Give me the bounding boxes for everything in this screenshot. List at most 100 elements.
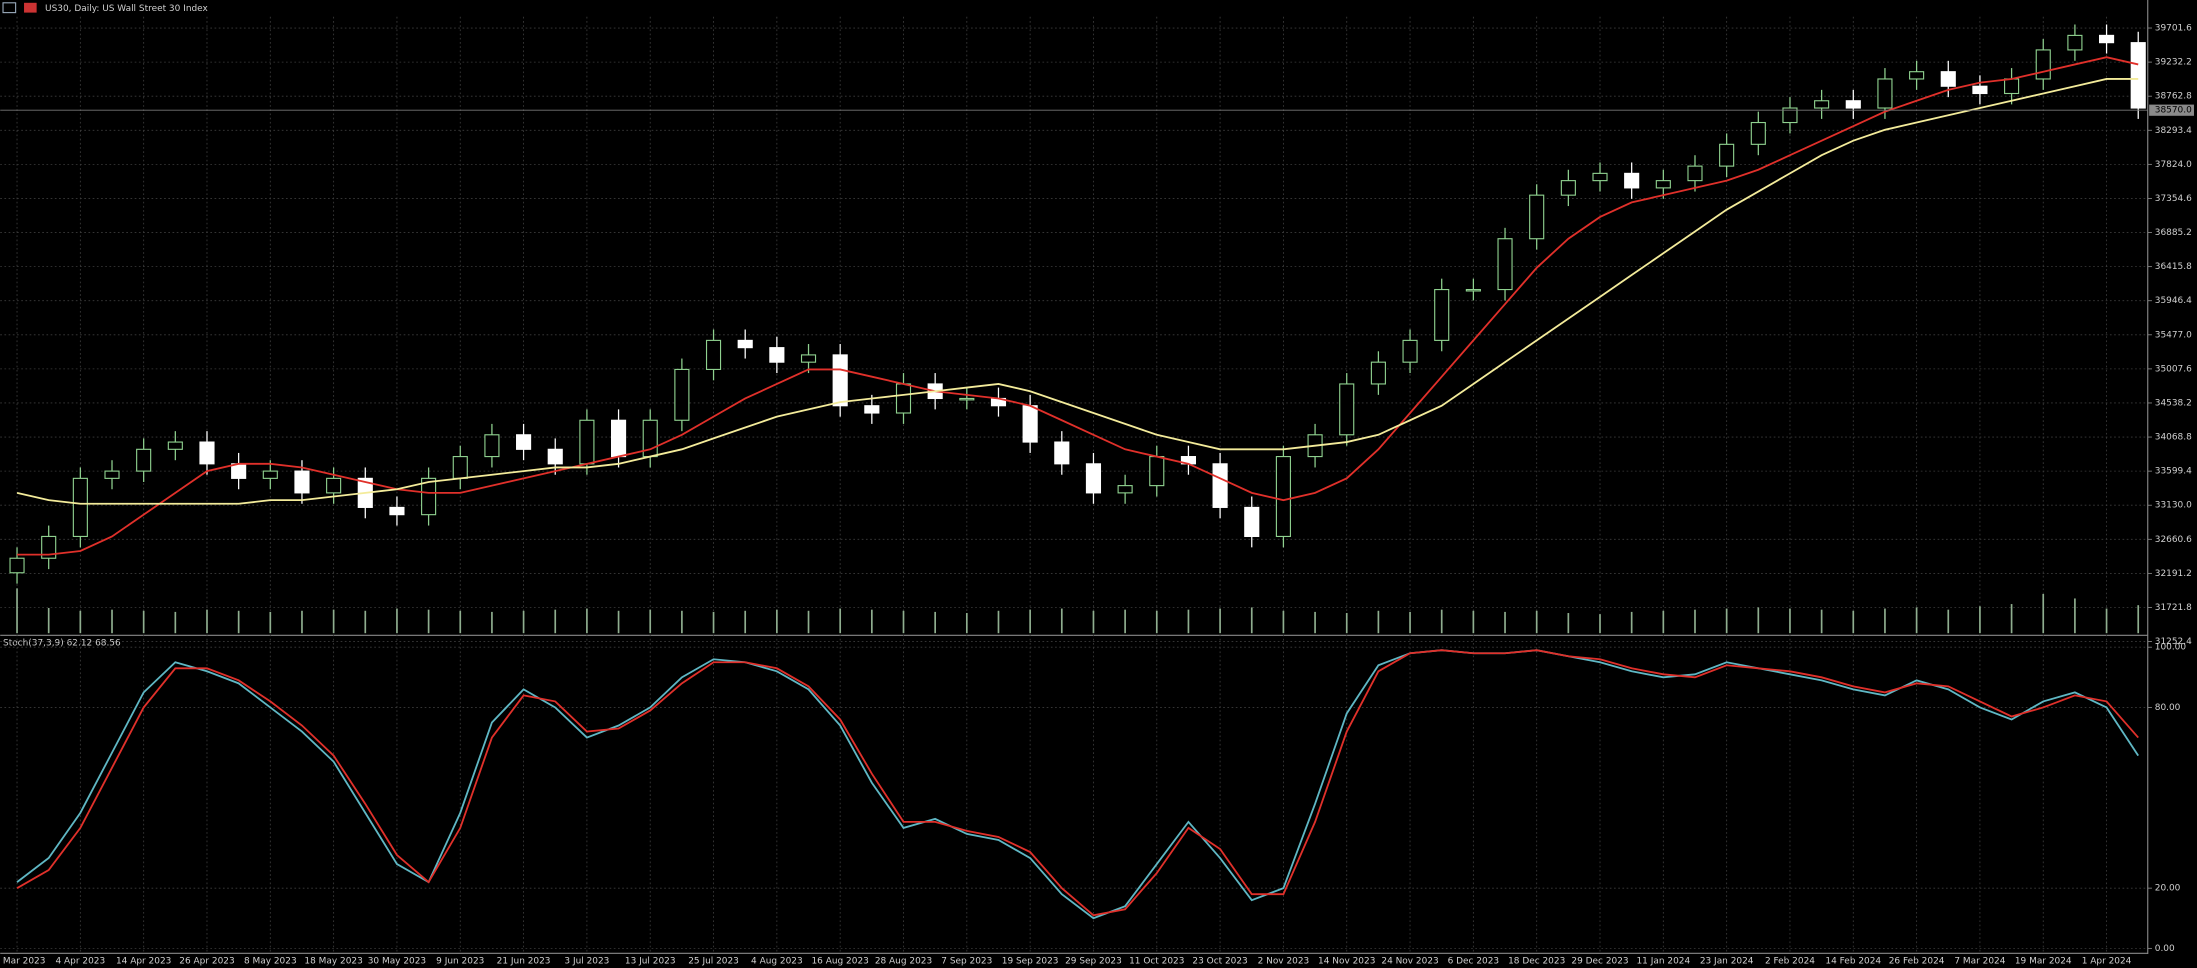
x-tick-label: 9 Jun 2023 <box>436 956 484 966</box>
y-tick-label: 31252.4 <box>2155 637 2192 647</box>
candle-body <box>231 463 247 479</box>
y-tick-label: 39701.6 <box>2155 24 2192 34</box>
candle-body <box>41 535 57 559</box>
x-tick-label: 24 Nov 2023 <box>1381 956 1438 966</box>
candle-body <box>1529 194 1545 240</box>
candle-body <box>1845 100 1861 109</box>
candle-body <box>484 434 500 458</box>
y-tick-label: 37824.0 <box>2155 160 2192 170</box>
chart-title: US30, Daily: US Wall Street 30 Index <box>45 4 208 14</box>
chart-icon[interactable] <box>24 2 37 13</box>
candle-body <box>452 456 468 479</box>
menu-icon[interactable] <box>2 2 17 14</box>
y-tick-label: 80.00 <box>2155 703 2181 713</box>
x-tick-label: 11 Oct 2023 <box>1129 956 1184 966</box>
x-tick-label: 8 May 2023 <box>244 956 297 966</box>
candle-body <box>579 419 595 465</box>
x-tick-label: 26 Apr 2023 <box>179 956 234 966</box>
candle-body <box>737 339 753 349</box>
candle-body <box>1117 485 1133 494</box>
x-tick-label: 6 Dec 2023 <box>1448 956 1500 966</box>
x-tick-label: 14 Feb 2024 <box>1825 956 1881 966</box>
y-tick-label: 0.00 <box>2155 944 2175 954</box>
candle-body <box>389 506 405 516</box>
candle-body <box>1624 172 1640 189</box>
y-tick-label: 32660.6 <box>2155 535 2192 545</box>
candle-body <box>547 448 563 465</box>
y-tick-label: 38293.4 <box>2155 126 2192 136</box>
candle-body <box>326 477 342 494</box>
candle-body <box>1465 288 1481 292</box>
candle-body <box>1244 506 1260 538</box>
x-tick-label: 19 Mar 2024 <box>2015 956 2072 966</box>
x-tick-label: 14 Apr 2023 <box>116 956 171 966</box>
candle-body <box>1275 456 1291 538</box>
x-tick-label: 7 Mar 2024 <box>1954 956 2005 966</box>
y-tick-label: 35477.0 <box>2155 330 2192 340</box>
x-tick-label: 23 Jan 2024 <box>1700 956 1754 966</box>
y-tick-label: 34538.2 <box>2155 398 2192 408</box>
x-tick-label: 3 Jul 2023 <box>564 956 609 966</box>
x-tick-label: 2 Feb 2024 <box>1765 956 1815 966</box>
line-series <box>16 649 2139 917</box>
x-tick-label: 29 Dec 2023 <box>1571 956 1628 966</box>
line-series <box>16 78 2139 505</box>
x-tick-label: 23 Oct 2023 <box>1192 956 1247 966</box>
x-tick-label: 2 Nov 2023 <box>1258 956 1310 966</box>
candle-body <box>1370 361 1386 385</box>
x-tick-label: 21 Jun 2023 <box>497 956 551 966</box>
x-tick-label: 28 Aug 2023 <box>875 956 932 966</box>
candle-body <box>1560 180 1576 196</box>
y-tick-label: 32191.2 <box>2155 569 2192 579</box>
candle-body <box>1497 238 1513 291</box>
candle-body <box>2035 49 2051 80</box>
candle-body <box>1402 339 1418 363</box>
y-tick-label: 20.00 <box>2155 884 2181 894</box>
x-tick-label: 16 Aug 2023 <box>812 956 869 966</box>
candle-body <box>516 434 532 450</box>
x-tick-label: 4 Aug 2023 <box>751 956 803 966</box>
candle-body <box>421 477 437 516</box>
candle-body <box>2067 34 2083 51</box>
candle-body <box>2099 34 2115 44</box>
candle-body <box>1434 288 1450 341</box>
candle-body <box>832 354 848 407</box>
candle-body <box>1940 71 1956 87</box>
y-tick-label: 37354.6 <box>2155 194 2192 204</box>
y-tick-label: 33130.0 <box>2155 501 2192 511</box>
y-tick-label: 33599.4 <box>2155 467 2192 477</box>
candle-body <box>674 368 690 421</box>
candle-body <box>705 339 722 370</box>
x-tick-label: 19 Sep 2023 <box>1002 956 1059 966</box>
candle-body <box>1149 456 1165 487</box>
x-tick-label: 30 May 2023 <box>368 956 426 966</box>
x-tick-label: 18 May 2023 <box>304 956 362 966</box>
candle-body <box>959 397 975 401</box>
candle-body <box>1877 78 1893 109</box>
last-price-box <box>2149 104 2194 116</box>
y-tick-label: 36415.8 <box>2155 262 2192 272</box>
candle-body <box>167 441 183 450</box>
candle-body <box>769 347 785 363</box>
candle-body <box>1719 143 1735 167</box>
candle-body <box>895 383 912 414</box>
candle-body <box>610 419 627 458</box>
candle-body <box>294 470 310 494</box>
x-tick-label: 13 Jul 2023 <box>625 956 676 966</box>
y-tick-label: 100.00 <box>2155 643 2187 653</box>
candle-body <box>136 448 152 472</box>
y-tick-label: 31721.8 <box>2155 603 2192 613</box>
y-tick-label: 35946.4 <box>2155 296 2192 306</box>
candle-body <box>800 354 817 363</box>
candle-body <box>2004 78 2020 95</box>
y-tick-label: 35007.6 <box>2155 364 2192 374</box>
indicator-title: Stoch(37,3,9) 62.12 68.56 <box>3 638 121 648</box>
x-tick-label: 4 Apr 2023 <box>56 956 106 966</box>
candle-body <box>199 441 215 465</box>
x-tick-label: 29 Sep 2023 <box>1065 956 1122 966</box>
last-price-label: 38570.0 <box>2155 106 2192 116</box>
line-series <box>16 649 2139 920</box>
candle-body <box>72 477 88 538</box>
